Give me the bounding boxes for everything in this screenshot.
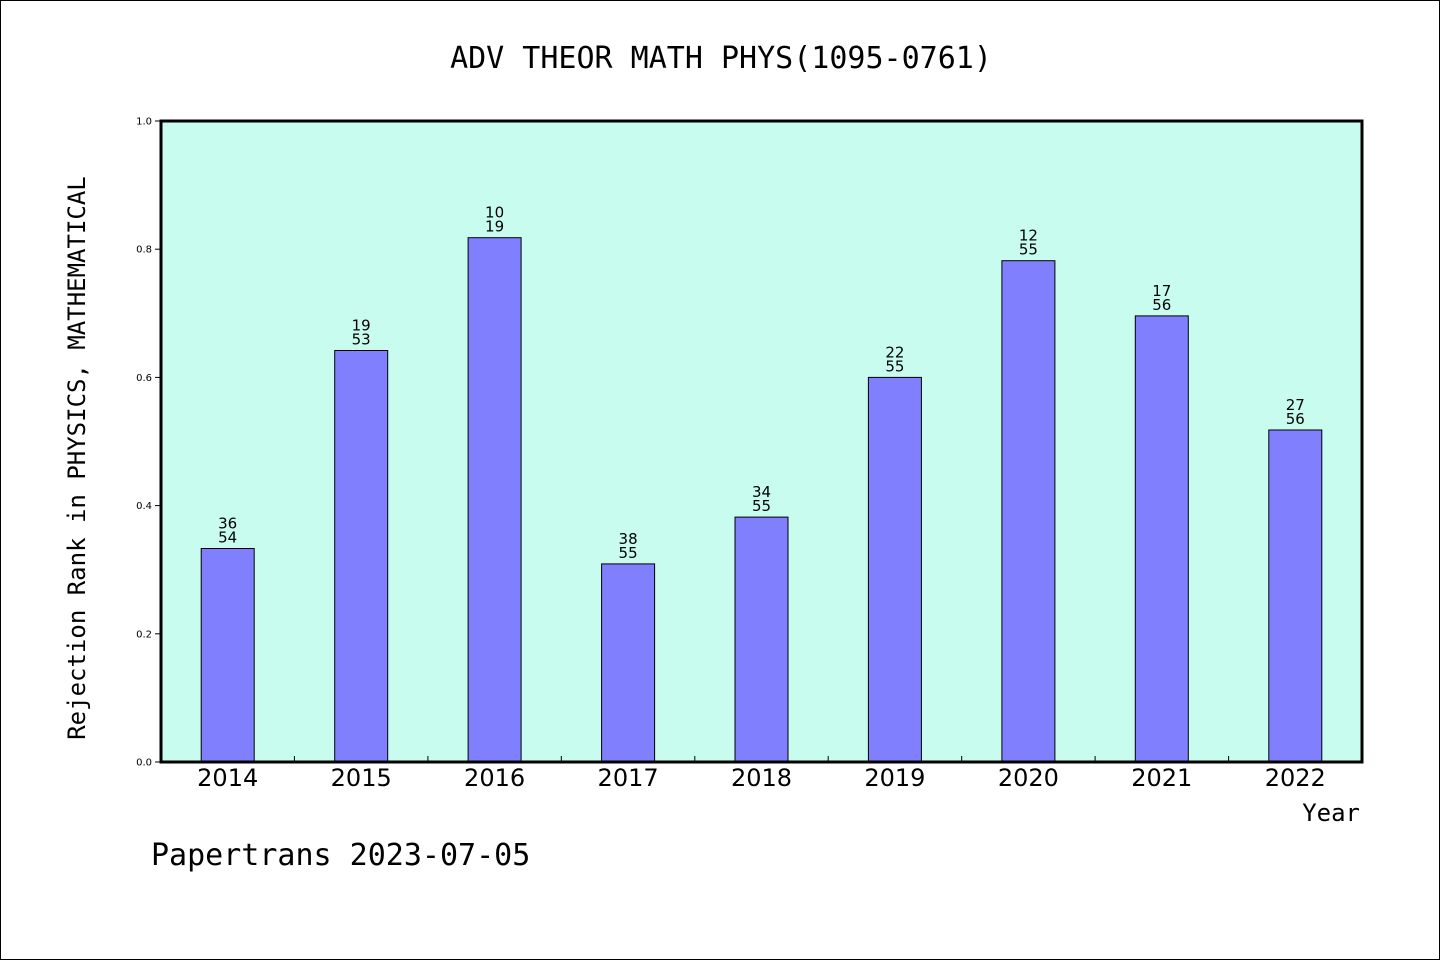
- bar-label-bottom-2014: 54: [218, 529, 237, 547]
- x-axis-label: Year: [1302, 799, 1360, 827]
- bar-label-top-2014: 36: [218, 515, 237, 533]
- x-tick-label-2017: 2017: [598, 764, 659, 792]
- y-tick-label: 1.0: [136, 117, 152, 128]
- bar-2019: [867, 376, 922, 763]
- bar-2014: [200, 548, 255, 763]
- plot-border: [159, 119, 1364, 764]
- bar-2017: [601, 563, 656, 763]
- x-tick-label-2022: 2022: [1265, 764, 1326, 792]
- x-tick-label-2015: 2015: [331, 764, 392, 792]
- bars-layer: [200, 237, 1323, 763]
- bar-label-bottom-2017: 55: [619, 544, 638, 562]
- bar-label-bottom-2020: 55: [1019, 241, 1038, 259]
- bar-2020: [1001, 260, 1056, 763]
- bar-label-bottom-2019: 55: [885, 357, 904, 375]
- x-tick-label-2021: 2021: [1131, 764, 1192, 792]
- bar-label-bottom-2021: 56: [1152, 296, 1171, 314]
- bar-label-top-2020: 12: [1019, 227, 1038, 245]
- y-tick-label: 0.0: [136, 758, 152, 769]
- bar-label-top-2019: 22: [885, 343, 904, 361]
- bar-2021: [1134, 315, 1189, 763]
- bar-label-bottom-2015: 53: [352, 331, 371, 349]
- y-tick-label: 0.8: [136, 245, 152, 256]
- bar-2016: [467, 237, 522, 763]
- x-tick-label-2019: 2019: [864, 764, 925, 792]
- y-axis: 0.0 0.2 0.4 0.6 0.8 1.0: [136, 117, 161, 769]
- x-tick-label-2014: 2014: [197, 764, 258, 792]
- bar-label-top-2016: 10: [485, 204, 504, 222]
- bar-label-bottom-2022: 56: [1286, 410, 1305, 428]
- x-tick-label-2020: 2020: [998, 764, 1059, 792]
- bar-label-bottom-2016: 19: [485, 218, 504, 236]
- bar-label-bottom-2018: 55: [752, 497, 771, 515]
- y-tick-label: 0.4: [136, 501, 152, 512]
- bar-label-top-2021: 17: [1152, 282, 1171, 300]
- bar-2022: [1268, 429, 1323, 763]
- x-tick-label-2016: 2016: [464, 764, 525, 792]
- bar-label-top-2015: 19: [352, 317, 371, 335]
- y-tick-label: 0.2: [136, 629, 152, 640]
- chart-title: ADV THEOR MATH PHYS(1095-0761): [450, 41, 992, 76]
- y-tick-label: 0.6: [136, 373, 152, 384]
- y-axis-label: Rejection Rank in PHYSICS, MATHEMATICAL: [63, 176, 91, 740]
- x-axis: 2014 2015 2016 2017 2018 2019 2020 2021 2022: [197, 756, 1326, 792]
- bar-2015: [334, 350, 389, 763]
- footer-credit: Papertrans 2023-07-05: [151, 838, 530, 873]
- x-tick-label-2018: 2018: [731, 764, 792, 792]
- bar-label-top-2017: 38: [619, 530, 638, 548]
- bar-2018: [734, 516, 789, 763]
- bar-label-top-2018: 34: [752, 483, 771, 501]
- bar-label-top-2022: 27: [1286, 396, 1305, 414]
